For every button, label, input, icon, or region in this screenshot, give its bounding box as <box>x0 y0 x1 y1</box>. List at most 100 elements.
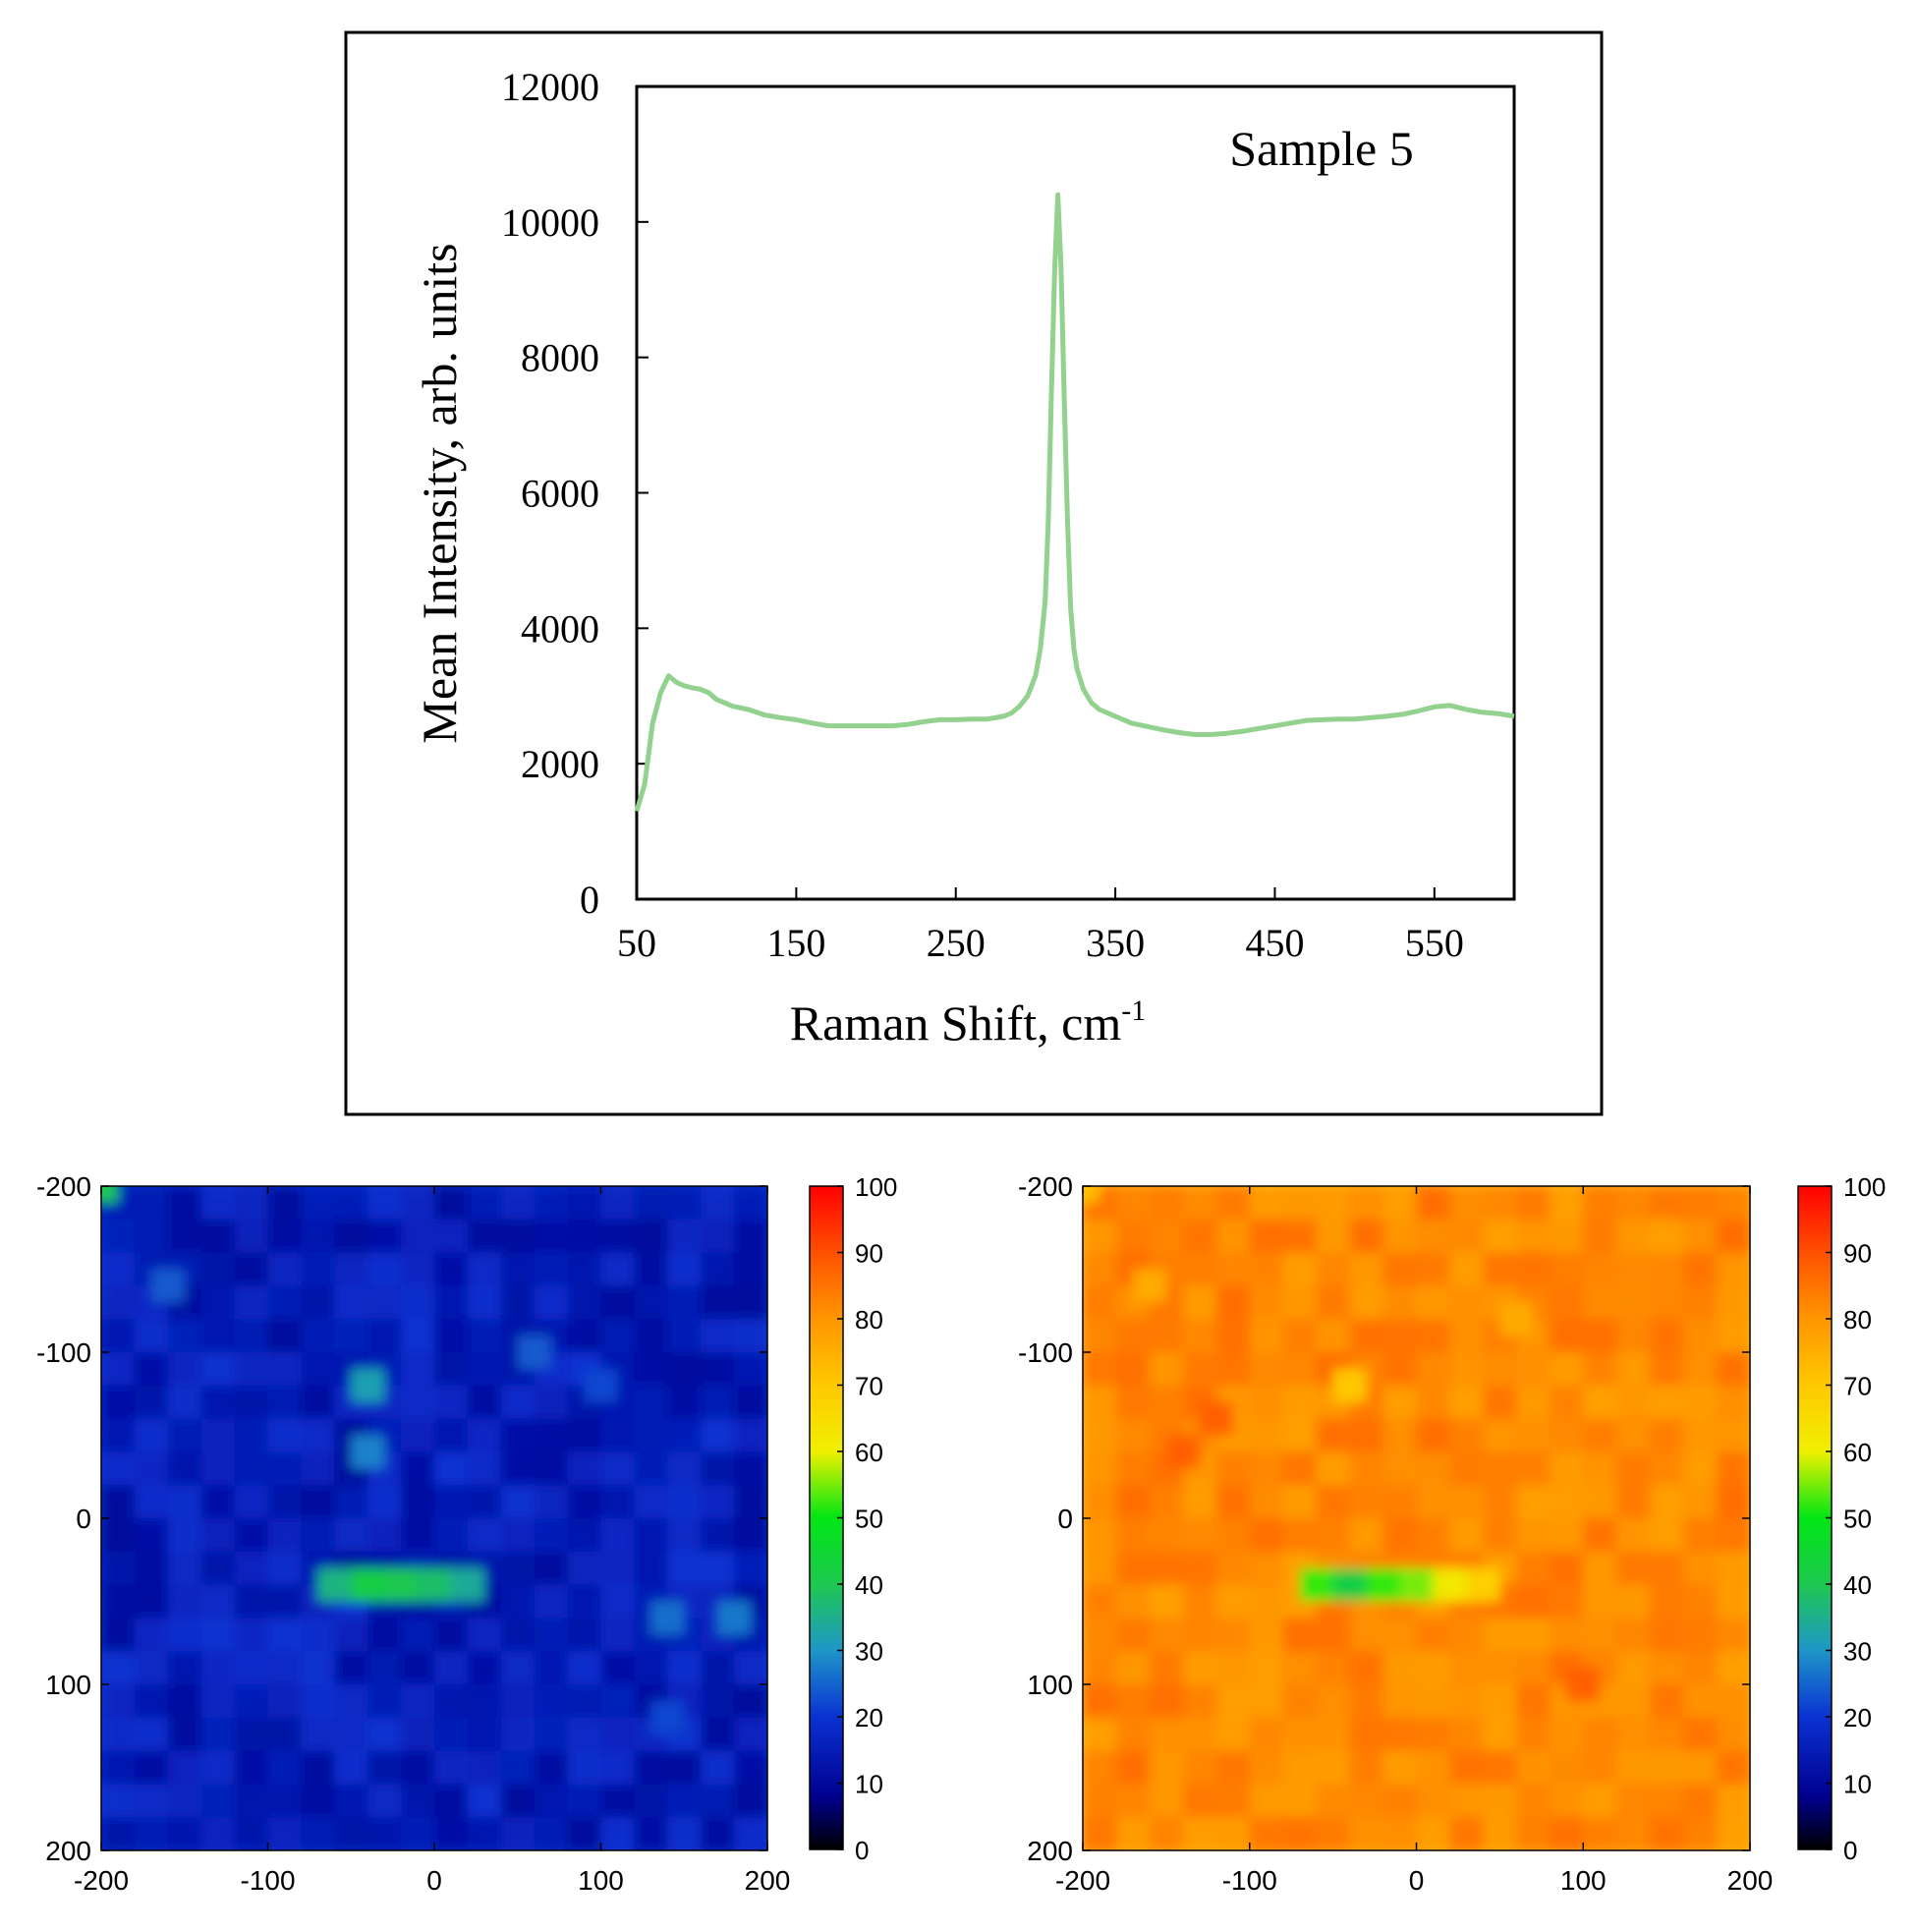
heatmap-cell <box>1717 1750 1750 1786</box>
heatmap-cell <box>434 1518 469 1553</box>
heatmap-cell <box>167 1684 202 1719</box>
heatmap-cell <box>434 1717 469 1752</box>
heatmap-cell <box>134 1584 169 1619</box>
heatmap-cell <box>1282 1186 1318 1221</box>
heatmap-cell <box>1149 1319 1184 1353</box>
heatmap-cell <box>600 1784 636 1819</box>
heatmap-cell <box>134 1817 169 1850</box>
heatmap-cell <box>1550 1319 1585 1353</box>
heatmap-cell <box>1416 1750 1451 1786</box>
heatmap-cell <box>1215 1784 1251 1819</box>
heatmap-cell <box>1616 1518 1652 1553</box>
heatmap-cell <box>567 1319 602 1353</box>
heatmap-cell <box>134 1418 169 1453</box>
heatmap-cell <box>434 1352 469 1387</box>
heatmap-cell <box>1382 1717 1418 1752</box>
heatmap-cell <box>267 1618 303 1653</box>
heatmap-y-tick-label: 100 <box>1027 1670 1073 1700</box>
heatmap-feature-cell <box>1366 1567 1400 1602</box>
heatmap-cell <box>1650 1651 1685 1685</box>
heatmap-cell <box>367 1518 403 1553</box>
heatmap-cell <box>434 1750 469 1786</box>
heatmap-cell <box>1116 1684 1151 1719</box>
heatmap-cell <box>1650 1319 1685 1353</box>
heatmap-cell <box>101 1518 136 1553</box>
heatmap-cell <box>367 1285 403 1321</box>
heatmap-cell <box>1583 1352 1618 1387</box>
heatmap-cell <box>1616 1551 1652 1586</box>
heatmap-cell <box>1215 1618 1251 1653</box>
heatmap-cell <box>1717 1451 1750 1487</box>
heatmap-cell <box>1650 1285 1685 1321</box>
heatmap-cell <box>1116 1784 1151 1819</box>
heatmap-cell <box>301 1817 336 1850</box>
heatmap-cell <box>1516 1418 1551 1453</box>
heatmap-y-tick-label: 0 <box>1057 1504 1073 1534</box>
heatmap-cell <box>1149 1750 1184 1786</box>
colorbar-tick-label: 40 <box>1843 1570 1872 1600</box>
heatmap-cell <box>167 1352 202 1387</box>
heatmap-cell <box>1083 1651 1117 1685</box>
heatmap-cell <box>1083 1817 1117 1850</box>
heatmap-cell <box>167 1717 202 1752</box>
heatmap-cell <box>267 1750 303 1786</box>
heatmap-cell <box>1650 1684 1685 1719</box>
heatmap-cell <box>701 1385 736 1420</box>
heatmap-cell <box>1717 1418 1750 1453</box>
heatmap-cell <box>1182 1750 1217 1786</box>
heatmap-cell <box>734 1750 767 1786</box>
y-tick-label: 4000 <box>521 606 599 651</box>
heatmap-cell <box>1416 1618 1451 1653</box>
heatmap-cell <box>334 1784 369 1819</box>
heatmap-cell <box>1516 1684 1551 1719</box>
y-tick-label: 8000 <box>521 336 599 380</box>
heatmap-cell <box>634 1817 669 1850</box>
heatmap-cell <box>434 1252 469 1287</box>
heatmap-cell <box>701 1651 736 1685</box>
heatmap-cell <box>701 1219 736 1254</box>
heatmap-cell <box>1650 1418 1685 1453</box>
heatmap-cell <box>1516 1252 1551 1287</box>
heatmap-cell <box>234 1352 269 1387</box>
heatmap-cell <box>1583 1285 1618 1321</box>
heatmap-cell <box>534 1418 569 1453</box>
y-tick-label: 2000 <box>521 742 599 786</box>
heatmap-cell <box>267 1551 303 1586</box>
heatmap-cell <box>1249 1319 1284 1353</box>
heatmap-cell <box>1650 1584 1685 1619</box>
heatmap-cell <box>734 1418 767 1453</box>
heatmap-cell <box>334 1186 369 1221</box>
heatmap-cell <box>1416 1418 1451 1453</box>
heatmap-cell <box>134 1651 169 1685</box>
spectrum-series-line <box>634 192 1515 813</box>
heatmap-cell <box>734 1385 767 1420</box>
heatmap-cell <box>667 1451 703 1487</box>
heatmap-cell <box>634 1219 669 1254</box>
colorbar-tick-label: 100 <box>855 1172 897 1202</box>
heatmap-cell <box>1215 1717 1251 1752</box>
heatmap-cell <box>1182 1551 1217 1586</box>
heatmap-cell <box>1116 1518 1151 1553</box>
heatmap-cell <box>234 1717 269 1752</box>
heatmap-cell <box>1182 1319 1217 1353</box>
heatmap-cell <box>634 1518 669 1553</box>
heatmap-cell <box>301 1651 336 1685</box>
heatmap-cell <box>1616 1817 1652 1850</box>
heatmap-cell <box>1149 1717 1184 1752</box>
heatmap-cell <box>1483 1651 1518 1685</box>
heatmap-cell <box>734 1252 767 1287</box>
heatmap-cell <box>1717 1584 1750 1619</box>
heatmap-cell <box>701 1518 736 1553</box>
heatmap-cell <box>734 1651 767 1685</box>
heatmap-cell <box>1416 1717 1451 1752</box>
heatmap-cell <box>1717 1518 1750 1553</box>
heatmap-cell <box>1583 1485 1618 1519</box>
heatmap-cell <box>1516 1784 1551 1819</box>
heatmap-cell <box>334 1518 369 1553</box>
heatmap-cell <box>101 1551 136 1586</box>
heatmap-cell <box>567 1817 602 1850</box>
heatmap-cell <box>1449 1651 1485 1685</box>
heatmap-cell <box>101 1385 136 1420</box>
heatmap-cell <box>534 1385 569 1420</box>
heatmap-feature-cell <box>418 1567 451 1602</box>
